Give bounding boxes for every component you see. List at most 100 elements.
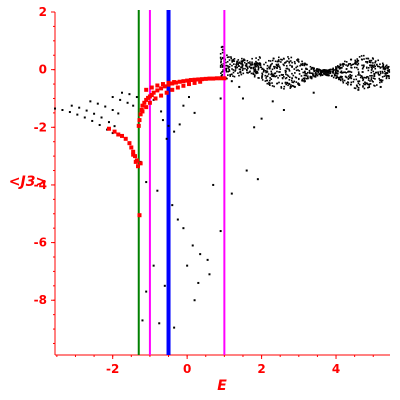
band-point <box>221 66 224 68</box>
y-tick-label: -8 <box>34 293 47 307</box>
band-point <box>306 68 308 70</box>
black-point <box>83 116 86 119</box>
black-point <box>260 117 263 120</box>
band-point <box>250 66 253 69</box>
band-point <box>315 73 318 76</box>
band-point <box>267 73 270 75</box>
band-point <box>235 63 237 66</box>
black-point <box>161 119 164 122</box>
x-tick-label: 4 <box>332 362 340 376</box>
band-point <box>231 64 233 67</box>
band-point <box>292 74 295 77</box>
band-point <box>381 62 384 65</box>
band-point <box>323 69 326 71</box>
band-point <box>328 69 331 71</box>
red-point <box>177 79 182 84</box>
band-point <box>226 56 229 59</box>
band-point <box>275 63 278 66</box>
band-point <box>287 57 290 60</box>
band-point <box>341 76 343 78</box>
black-point <box>113 125 116 128</box>
band-point <box>362 82 365 85</box>
band-point <box>253 68 255 71</box>
band-point <box>322 69 324 72</box>
band-point <box>301 60 303 63</box>
band-point <box>381 79 384 82</box>
band-point <box>283 87 285 90</box>
band-point <box>303 74 306 77</box>
band-point <box>281 77 284 80</box>
red-point <box>136 164 141 169</box>
band-point <box>309 76 312 79</box>
band-point <box>366 75 368 78</box>
band-point <box>291 81 294 83</box>
band-point <box>386 72 389 75</box>
red-point <box>192 77 197 82</box>
band-point <box>266 82 269 85</box>
band-point <box>257 58 260 61</box>
band-point <box>363 87 366 90</box>
band-point <box>349 62 352 65</box>
band-point <box>350 66 353 69</box>
band-point <box>337 72 339 75</box>
band-point <box>234 67 237 69</box>
band-point <box>238 74 240 77</box>
band-point <box>358 83 361 86</box>
band-point <box>323 70 325 72</box>
band-point <box>316 74 319 77</box>
band-point <box>300 75 303 77</box>
band-point <box>225 61 227 64</box>
band-point <box>238 61 241 64</box>
band-point <box>313 70 316 73</box>
band-point <box>242 72 245 75</box>
band-point <box>357 59 360 62</box>
black-point <box>379 85 382 88</box>
band-point <box>373 74 376 77</box>
band-point <box>230 57 233 60</box>
black-point <box>145 181 148 184</box>
y-tick-label: -2 <box>34 120 47 134</box>
band-point <box>350 71 353 73</box>
band-point <box>271 75 273 77</box>
band-point <box>264 80 267 82</box>
band-point <box>245 65 248 68</box>
red-point <box>159 86 164 91</box>
band-point <box>354 87 357 90</box>
band-point <box>295 81 298 83</box>
band-point <box>387 66 389 68</box>
band-point <box>298 70 301 72</box>
band-point <box>334 72 337 75</box>
band-point <box>371 66 374 68</box>
band-point <box>229 63 231 66</box>
band-point <box>271 59 274 62</box>
band-point <box>325 72 328 74</box>
band-point <box>275 75 278 77</box>
band-point <box>305 77 308 80</box>
band-point <box>357 71 360 73</box>
band-point <box>286 81 288 84</box>
red-point <box>136 123 141 128</box>
band-point <box>370 69 373 71</box>
band-point <box>312 68 315 71</box>
band-point <box>348 76 351 79</box>
band-point <box>318 73 321 75</box>
band-point <box>221 65 224 67</box>
band-point <box>274 66 276 68</box>
band-point <box>270 72 273 75</box>
band-point <box>269 65 272 68</box>
band-point <box>221 73 223 76</box>
band-point <box>349 75 352 78</box>
band-point <box>368 86 370 88</box>
black-point <box>171 204 174 207</box>
band-point <box>357 80 359 83</box>
black-point <box>85 109 88 112</box>
vertical-lines <box>137 10 226 355</box>
red-point <box>187 82 191 87</box>
band-point <box>354 61 357 63</box>
band-point <box>271 85 274 87</box>
band-point <box>237 72 239 74</box>
band-point <box>255 57 257 59</box>
band-point <box>306 73 308 75</box>
band-point <box>344 76 347 78</box>
band-point <box>268 59 270 62</box>
